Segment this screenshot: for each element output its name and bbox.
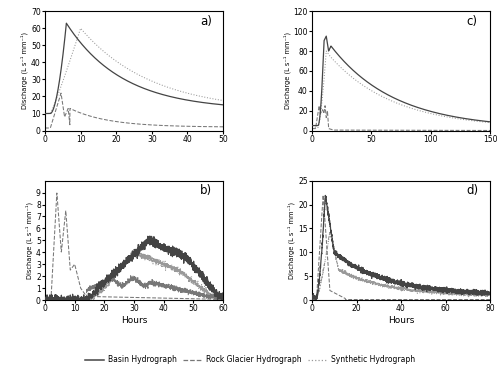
Legend: Basin Hydrograph, Rock Glacier Hydrograph, Synthetic Hydrograph: Basin Hydrograph, Rock Glacier Hydrograp… xyxy=(82,352,418,368)
Y-axis label: Discharge (L s⁻¹ mm⁻¹): Discharge (L s⁻¹ mm⁻¹) xyxy=(283,32,290,110)
Text: c): c) xyxy=(467,15,478,28)
Y-axis label: Discharge (L s⁻¹ mm⁻¹): Discharge (L s⁻¹ mm⁻¹) xyxy=(288,202,296,279)
Text: a): a) xyxy=(200,15,211,28)
Y-axis label: Discharge (L s⁻¹ mm⁻¹): Discharge (L s⁻¹ mm⁻¹) xyxy=(21,32,28,110)
Y-axis label: Discharge (L s⁻¹ mm⁻¹): Discharge (L s⁻¹ mm⁻¹) xyxy=(26,202,33,279)
Text: b): b) xyxy=(200,184,212,197)
Text: d): d) xyxy=(467,184,479,197)
X-axis label: Hours: Hours xyxy=(121,316,147,325)
X-axis label: Hours: Hours xyxy=(388,316,414,325)
